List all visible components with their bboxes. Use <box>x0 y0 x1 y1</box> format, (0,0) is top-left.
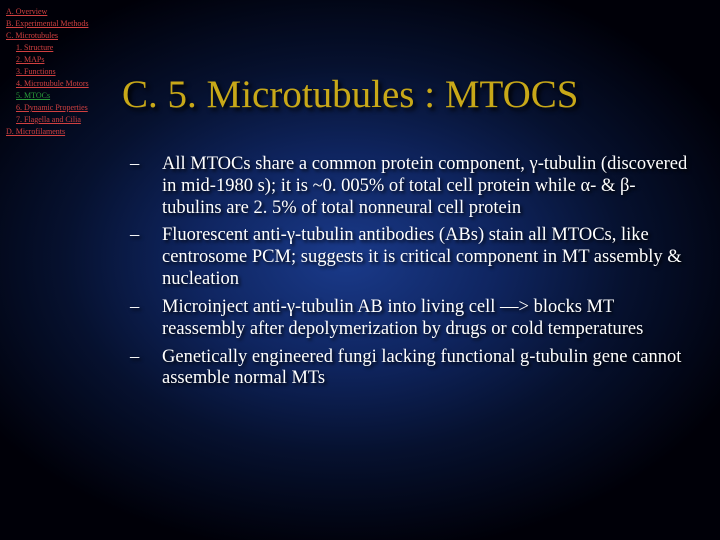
bullet-dash: – <box>128 297 162 341</box>
bullet-item: – Genetically engineered fungi lacking f… <box>128 347 688 391</box>
nav-link-structure[interactable]: 1. Structure <box>16 42 146 54</box>
bullet-text: Genetically engineered fungi lacking fun… <box>162 347 688 391</box>
nav-link-experimental-methods[interactable]: B. Experimental Methods <box>6 18 146 30</box>
bullet-dash: – <box>128 347 162 391</box>
bullet-item: – All MTOCs share a common protein compo… <box>128 154 688 219</box>
bullet-text: All MTOCs share a common protein compone… <box>162 154 688 219</box>
bullet-text: Microinject anti-γ-tubulin AB into livin… <box>162 297 688 341</box>
bullet-dash: – <box>128 154 162 219</box>
nav-link-overview[interactable]: A. Overview <box>6 6 146 18</box>
slide-body: – All MTOCs share a common protein compo… <box>128 154 688 396</box>
nav-link-microtubules[interactable]: C. Microtubules <box>6 30 146 42</box>
bullet-item: – Fluorescent anti-γ-tubulin antibodies … <box>128 225 688 290</box>
bullet-item: – Microinject anti-γ-tubulin AB into liv… <box>128 297 688 341</box>
bullet-dash: – <box>128 225 162 290</box>
bullet-text: Fluorescent anti-γ-tubulin antibodies (A… <box>162 225 688 290</box>
slide: A. Overview B. Experimental Methods C. M… <box>0 0 720 540</box>
nav-link-maps[interactable]: 2. MAPs <box>16 54 146 66</box>
nav-link-microfilaments[interactable]: D. Microfilaments <box>6 126 146 138</box>
slide-title: C. 5. Microtubules : MTOCS <box>122 72 712 117</box>
